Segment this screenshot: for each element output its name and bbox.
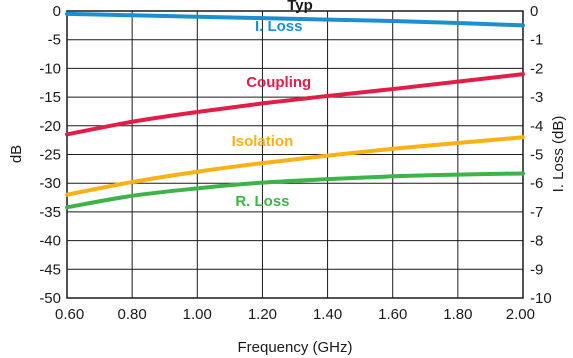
y-tick-label-left: -10: [39, 60, 61, 77]
x-tick-label: 2.00: [506, 306, 535, 323]
x-tick-label: 1.20: [248, 306, 277, 323]
y-tick-label-right: -8: [530, 233, 543, 250]
x-tick-label: 1.60: [378, 306, 407, 323]
y-tick-label-left: -15: [39, 89, 61, 106]
y-tick-label-left: -30: [39, 175, 61, 192]
y-tick-label-right: -5: [530, 147, 543, 164]
y-axis-ticks-left: 0 -5 -10 -15 -20 -25 -30 -35 -40 -45 -50: [39, 3, 61, 307]
series-layer: [65, 11, 525, 210]
y-axis-label-left: dB: [8, 145, 25, 163]
y-tick-label-left: -40: [39, 233, 61, 250]
x-tick-label: 1.40: [313, 306, 342, 323]
y-tick-label-right: 0: [530, 3, 538, 20]
y-tick-label-left: -45: [39, 261, 61, 278]
y-tick-label-right: -3: [530, 89, 543, 106]
y-axis-label-right: I. Loss (dB): [550, 116, 567, 193]
y-tick-label-right: -10: [530, 290, 552, 307]
series-line-isolation: [65, 135, 525, 197]
series-label-isolation: Isolation: [232, 133, 294, 150]
series-labels: I. Loss Coupling Isolation R. Loss: [232, 18, 312, 210]
y-tick-label-left: -20: [39, 118, 61, 135]
series-line-i-loss: [65, 11, 525, 28]
y-tick-label-left: -50: [39, 290, 61, 307]
y-axis-ticks-right: 0 -1 -2 -3 -4 -5 -6 -7 -8 -9 -10: [530, 3, 552, 307]
y-tick-label-right: -2: [530, 60, 543, 77]
series-line-r-loss: [65, 171, 525, 210]
x-tick-label: 1.00: [183, 306, 212, 323]
series-line-coupling: [65, 72, 525, 137]
series-label-i-loss: I. Loss: [255, 18, 303, 35]
series-label-r-loss: R. Loss: [235, 193, 289, 210]
y-tick-label-right: -4: [530, 118, 543, 135]
x-tick-label: 1.80: [443, 306, 472, 323]
grid: [66, 10, 524, 299]
x-axis-ticks: 0.60 0.80 1.00 1.20 1.40 1.60 1.80 2.00: [55, 306, 535, 323]
y-tick-label-left: 0: [53, 3, 61, 20]
y-tick-label-right: -9: [530, 261, 543, 278]
x-axis-label: Frequency (GHz): [237, 339, 352, 356]
x-tick-label: 0.80: [118, 306, 147, 323]
series-label-coupling: Coupling: [246, 74, 311, 91]
y-tick-label-right: -1: [530, 32, 543, 49]
y-tick-label-left: -35: [39, 204, 61, 221]
y-tick-label-left: -5: [48, 32, 61, 49]
y-tick-label-right: -7: [530, 204, 543, 221]
y-tick-label-left: -25: [39, 147, 61, 164]
plot-frame: [66, 10, 524, 299]
y-tick-label-right: -6: [530, 175, 543, 192]
chart-title: Typ: [287, 0, 313, 14]
x-tick-label: 0.60: [55, 306, 84, 323]
